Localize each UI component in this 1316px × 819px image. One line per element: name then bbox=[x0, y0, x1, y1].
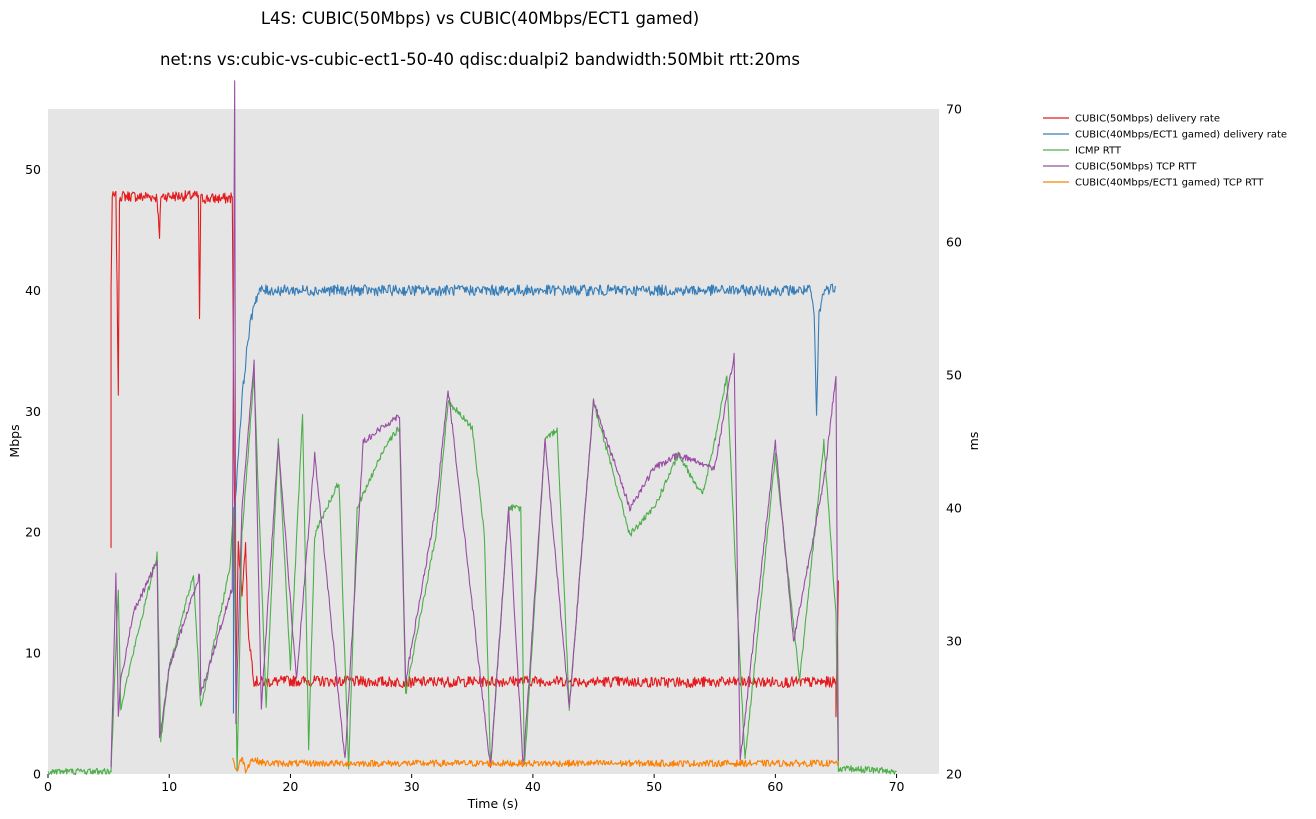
y2-tick-label: 60 bbox=[946, 235, 962, 250]
x-tick-label: 70 bbox=[889, 779, 905, 794]
y-axis-right: 20 30 40 50 60 70 bbox=[946, 102, 962, 782]
y2-tick-label: 50 bbox=[946, 368, 962, 383]
chart-subtitle: net:ns vs:cubic-vs-cubic-ect1-50-40 qdis… bbox=[160, 50, 800, 69]
x-tick-label: 30 bbox=[404, 779, 420, 794]
y-tick-label: 30 bbox=[25, 404, 41, 419]
x-tick-label: 60 bbox=[767, 779, 783, 794]
y-tick-label: 10 bbox=[25, 646, 41, 661]
x-tick-label: 0 bbox=[44, 779, 52, 794]
y-tick-label: 50 bbox=[25, 162, 41, 177]
x-tick-label: 50 bbox=[646, 779, 662, 794]
x-axis-label: Time (s) bbox=[467, 796, 519, 811]
legend: CUBIC(50Mbps) delivery rate CUBIC(40Mbps/… bbox=[1043, 114, 1287, 189]
y-axis-label: Mbps bbox=[7, 424, 22, 457]
y2-axis-label: ms bbox=[966, 432, 981, 451]
legend-label: CUBIC(40Mbps/ECT1 gamed) delivery rate bbox=[1075, 130, 1287, 141]
y2-tick-label: 70 bbox=[946, 102, 962, 117]
series-line-0 bbox=[110, 190, 839, 718]
x-tick-label: 20 bbox=[282, 779, 298, 794]
legend-label: CUBIC(50Mbps) delivery rate bbox=[1075, 114, 1220, 125]
legend-label: CUBIC(40Mbps/ECT1 gamed) TCP RTT bbox=[1075, 178, 1264, 189]
y-axis-left: 0 10 20 30 40 50 bbox=[25, 162, 41, 782]
legend-label: ICMP RTT bbox=[1075, 146, 1122, 157]
y2-tick-label: 40 bbox=[946, 501, 962, 516]
x-tick-label: 40 bbox=[525, 779, 541, 794]
x-axis: 0 10 20 30 40 50 60 70 bbox=[44, 774, 905, 794]
y2-tick-label: 30 bbox=[946, 634, 962, 649]
series-line-2 bbox=[47, 374, 897, 776]
y2-tick-label: 20 bbox=[946, 767, 962, 782]
y-tick-label: 40 bbox=[25, 283, 41, 298]
series-layer bbox=[47, 80, 897, 776]
series-line-4 bbox=[231, 756, 839, 774]
series-line-3 bbox=[110, 80, 839, 768]
chart-title: L4S: CUBIC(50Mbps) vs CUBIC(40Mbps/ECT1 … bbox=[261, 9, 699, 28]
plot-area bbox=[48, 109, 939, 774]
x-tick-label: 10 bbox=[161, 779, 177, 794]
series-line-1 bbox=[232, 283, 837, 714]
y-tick-label: 0 bbox=[33, 767, 41, 782]
y-tick-label: 20 bbox=[25, 525, 41, 540]
legend-label: CUBIC(50Mbps) TCP RTT bbox=[1075, 162, 1197, 173]
